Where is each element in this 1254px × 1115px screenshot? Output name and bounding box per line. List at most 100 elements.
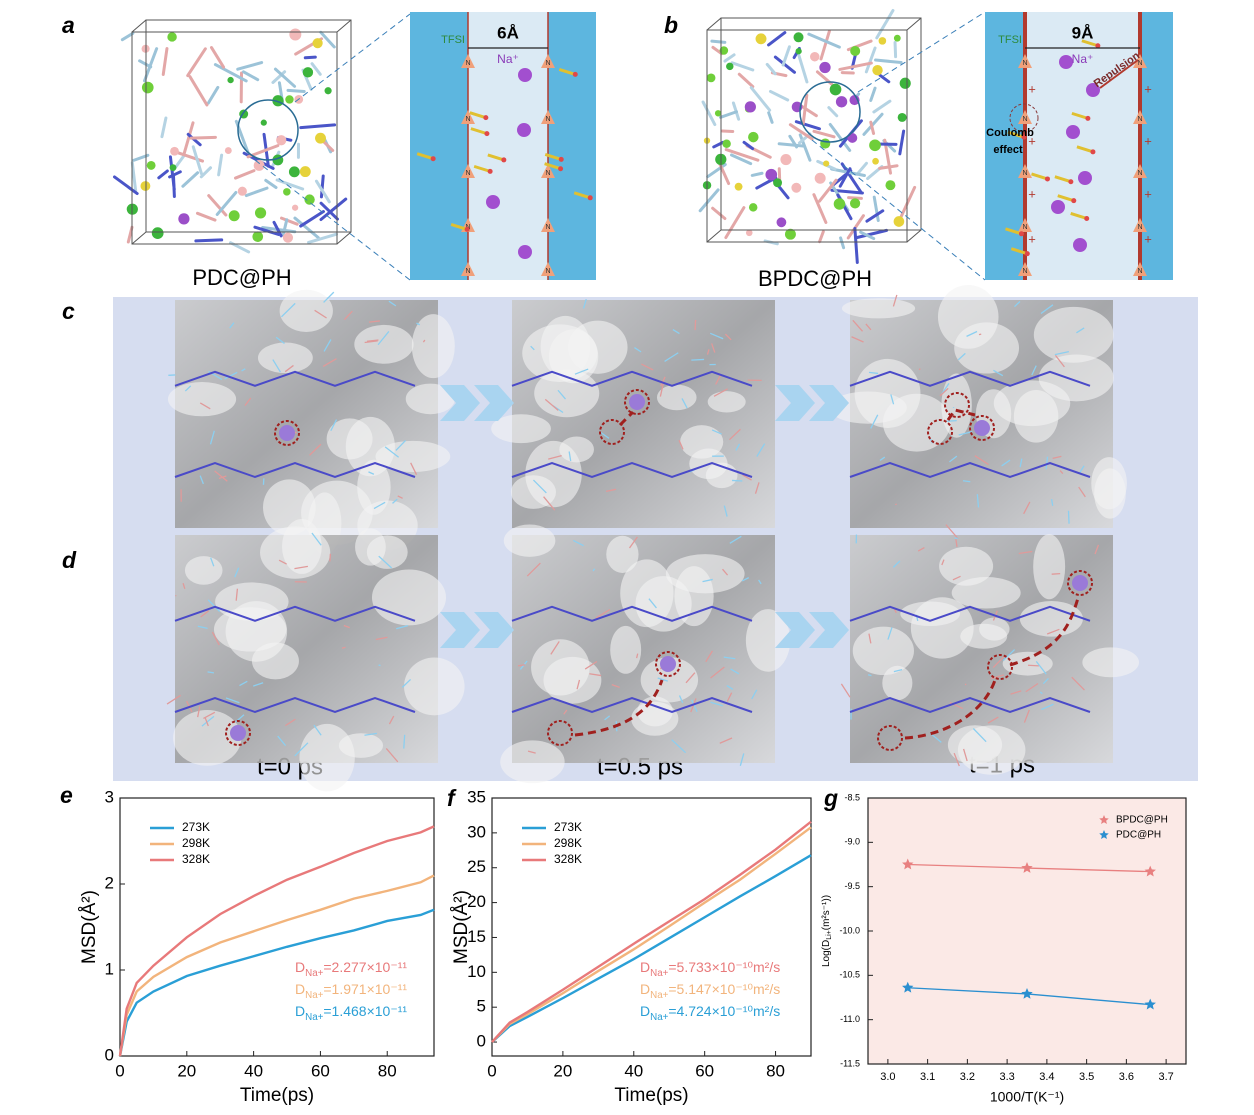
framework-bond [422,339,426,343]
framework-bond [918,368,921,371]
panel-letter: c [62,298,75,324]
atom [706,73,716,83]
linker [174,461,416,479]
framework-bond [1035,660,1047,675]
bond [893,41,898,59]
framework-bond [962,748,968,762]
sodium-ion [629,394,645,410]
bond [818,230,825,244]
framework-bond [726,684,734,690]
framework-bond [1010,690,1022,695]
linker [849,696,1091,714]
sodium-ion [974,420,990,436]
bond [314,179,331,204]
bond [209,46,226,69]
framework-bond [526,562,541,577]
density-blob [326,418,373,460]
atom [780,154,792,166]
charge-sign: + [1028,186,1036,201]
sodium-ion [279,425,295,441]
highlight-ring [237,99,299,161]
segmented-label: DNa+=2.277×10⁻¹¹ [295,959,407,979]
sodium-ion [486,195,500,209]
nitrogen-site [1018,164,1032,178]
framework-bond [388,715,395,725]
framework-bond [416,322,421,326]
atom [726,62,734,71]
atom [299,166,311,178]
y-axis-title: MSD(Å²) [79,890,100,964]
bond [181,171,200,188]
density-blob [500,740,565,784]
nitrogen-site [1018,218,1032,232]
framework-bond [671,739,687,754]
bond [161,47,169,76]
label-part: Na+ [305,1012,324,1023]
bond [796,52,809,84]
snapshot [166,519,465,792]
x-tick-label: 3.1 [920,1071,935,1083]
x-tick-label: 20 [553,1061,572,1080]
framework-bond [364,732,378,736]
framework-bond [1023,709,1030,723]
framework-bond [543,496,556,511]
sodium-ion [230,725,246,741]
atom [237,186,247,196]
framework-bond [396,624,409,630]
framework-bond [397,495,403,499]
y-tick-label: -10.0 [839,925,860,935]
y-tick-label: 3 [105,787,114,806]
framework-bond [199,402,211,410]
framework-bond [604,715,611,721]
framework-bond [224,371,238,380]
box-edge [131,231,147,245]
framework-bond [987,716,999,724]
star-marker [1021,862,1033,873]
framework-bond [584,660,598,670]
atom [304,194,315,205]
x-tick-label: 80 [766,1061,785,1080]
framework-bond [870,414,879,429]
bond [264,178,278,190]
framework-bond [378,555,393,569]
bond [872,99,892,114]
framework-bond [1002,649,1016,661]
bond [319,197,348,222]
legend-label: 328K [182,852,210,866]
series-line [491,826,812,1043]
density-blob [357,459,391,515]
label-part: =5.733×10⁻¹⁰m²/s [668,959,780,975]
star-marker [902,981,914,993]
atom-label: N [1137,116,1142,123]
framework-bond [309,443,322,456]
star-marker [1144,865,1156,877]
density-blob [745,609,791,672]
anion-bond [1054,175,1072,184]
bond [299,210,325,228]
atom [289,28,302,41]
x-tick-label: 80 [378,1061,397,1080]
label-part: =1.971×10⁻¹¹ [323,981,407,997]
y-axis-title: MSD(Å²) [451,890,472,964]
atom [849,198,861,209]
framework-bond [735,443,741,451]
bond [113,175,139,196]
framework-bond [322,358,337,368]
anion-atom [1024,251,1030,257]
x-tick-label: 3.7 [1158,1071,1173,1083]
framework-bond [368,320,380,323]
framework-bond [1041,703,1054,711]
bond [781,45,791,67]
x-tick-label: 3.6 [1119,1071,1134,1083]
framework-bond [660,376,666,387]
atom-label: N [1022,60,1027,67]
segmented-label: DNa+=1.468×10⁻¹¹ [295,1003,407,1023]
atom [324,87,332,95]
atom [260,119,267,126]
cation-label: Na⁺ [497,52,519,66]
bond [767,31,787,47]
framework-bond [204,717,209,727]
framework-bond [311,532,322,546]
framework-bond [218,475,227,480]
framework-bond [1078,486,1086,498]
